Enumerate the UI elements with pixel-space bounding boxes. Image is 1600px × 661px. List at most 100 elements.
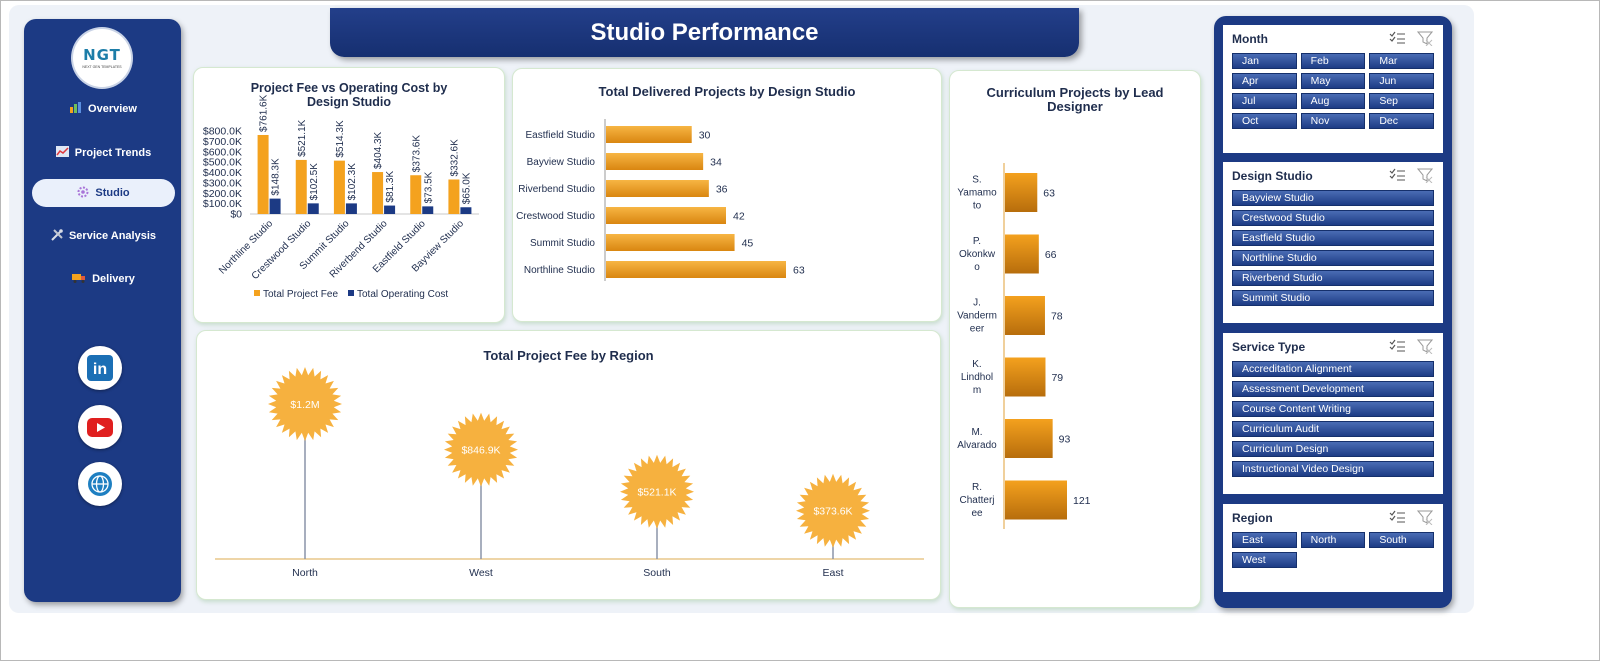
design-studio-option[interactable]: Bayview Studio [1232, 190, 1434, 206]
data-label: 30 [699, 130, 711, 142]
cost-bar [307, 203, 319, 214]
month-slicer: Month Jan Feb Mar Apr May Jun Jul Aug Sep Oct Nov D… [1223, 25, 1443, 153]
fee-data-label: $373.6K [411, 135, 422, 173]
nav-item-label: Overview [88, 103, 137, 115]
fee-bar [410, 175, 422, 214]
nav-item-delivery[interactable]: Delivery [32, 265, 175, 293]
y-tick-label: K. Lindhol m [961, 359, 993, 396]
globe-icon[interactable] [78, 462, 122, 506]
region-fee-card: Total Project Fee by Region $1.2M North $8… [196, 330, 941, 600]
nav-item-label: Delivery [92, 273, 135, 285]
slicer-title: Design Studio [1223, 162, 1443, 190]
y-tick-label: $300.0K [203, 177, 242, 189]
design-studio-slicer: Design Studio Bayview Studio Crestwood St… [1223, 162, 1443, 323]
slicer-title: Service Type [1223, 333, 1443, 361]
cost-bar [422, 206, 434, 214]
fee-data-label: $404.3K [373, 131, 384, 169]
bar [1005, 173, 1038, 212]
clear-filter-icon[interactable] [1416, 31, 1434, 49]
region-option[interactable]: East [1232, 532, 1297, 548]
service-type-option[interactable]: Curriculum Design [1232, 441, 1434, 457]
design-studio-option[interactable]: Crestwood Studio [1232, 210, 1434, 226]
data-label: $521.1K [637, 487, 676, 499]
clear-filter-icon[interactable] [1416, 339, 1434, 357]
month-option[interactable]: Sep [1369, 93, 1434, 109]
multi-select-icon[interactable] [1389, 168, 1405, 186]
cost-data-label: $73.5K [423, 171, 434, 203]
x-tick-label: East [822, 567, 843, 579]
sun-marker [796, 473, 870, 548]
slicer-title-text: Region [1232, 511, 1273, 525]
service-type-option[interactable]: Assessment Development [1232, 381, 1434, 397]
bar [1005, 234, 1039, 274]
data-label: 42 [733, 211, 745, 223]
service-type-option[interactable]: Accreditation Alignment [1232, 361, 1434, 377]
month-option[interactable]: Jan [1232, 53, 1297, 69]
y-tick-label: S. Yamamo to [957, 175, 997, 212]
data-label: 121 [1073, 495, 1091, 507]
month-option[interactable]: May [1300, 73, 1366, 89]
region-option[interactable]: North [1300, 532, 1366, 548]
nav-item-overview[interactable]: Overview [32, 95, 175, 123]
y-tick-label: J. Vanderm eer [957, 298, 997, 335]
nav-item-project-trends[interactable]: Project Trends [32, 139, 175, 167]
design-studio-option[interactable]: Riverbend Studio [1232, 270, 1434, 286]
clear-filter-icon[interactable] [1416, 510, 1434, 528]
data-label: 79 [1051, 372, 1063, 384]
logo-subtext: NEXT GEN TEMPLATES [82, 64, 122, 69]
bar [1005, 296, 1045, 335]
month-option[interactable]: Dec [1369, 113, 1434, 129]
month-option[interactable]: Nov [1300, 113, 1366, 129]
y-tick-label: $0 [230, 209, 242, 221]
nav-item-service-analysis[interactable]: Service Analysis [32, 222, 175, 250]
sun-marker [268, 367, 342, 441]
service-type-option[interactable]: Curriculum Audit [1232, 421, 1434, 437]
legend-cost-swatch [348, 290, 354, 296]
sidebar: NGT NEXT GEN TEMPLATES Overview Project … [24, 19, 181, 602]
multi-select-icon[interactable] [1389, 339, 1405, 357]
month-option[interactable]: Mar [1369, 53, 1434, 69]
month-option[interactable]: Oct [1232, 113, 1297, 129]
bar [606, 153, 704, 170]
data-label: 93 [1059, 434, 1071, 446]
y-tick-label: $600.0K [203, 146, 242, 158]
y-tick-label: Eastfield Studio [526, 130, 596, 141]
service-type-option[interactable]: Instructional Video Design [1232, 461, 1434, 477]
region-slicer: Region East North South West [1223, 504, 1443, 592]
y-tick-label: $200.0K [203, 188, 242, 200]
y-tick-label: Riverbend Studio [518, 184, 595, 195]
y-tick-label: Crestwood Studio [516, 211, 595, 222]
design-studio-option[interactable]: Summit Studio [1232, 290, 1434, 306]
sun-marker [620, 454, 694, 529]
nav-item-studio[interactable]: Studio [32, 179, 175, 207]
data-label: 63 [1043, 188, 1055, 200]
legend-fee-swatch [254, 290, 260, 296]
cost-data-label: $81.3K [385, 171, 396, 203]
bar [606, 180, 709, 197]
design-studio-option[interactable]: Eastfield Studio [1232, 230, 1434, 246]
fee-vs-cost-chart: $0$100.0K$200.0K$300.0K$400.0K$500.0K$60… [203, 94, 479, 300]
month-option[interactable]: Jul [1232, 93, 1297, 109]
month-option[interactable]: Feb [1300, 53, 1366, 69]
region-options: East North South West [1223, 532, 1443, 568]
clear-filter-icon[interactable] [1416, 168, 1434, 186]
logo: NGT NEXT GEN TEMPLATES [73, 29, 131, 87]
design-studio-option[interactable]: Northline Studio [1232, 250, 1434, 266]
month-option[interactable]: Jun [1369, 73, 1434, 89]
bar-chart-icon [70, 102, 82, 116]
region-option[interactable]: West [1232, 552, 1297, 568]
fee-bar [257, 134, 269, 214]
region-option[interactable]: South [1369, 532, 1434, 548]
service-type-option[interactable]: Course Content Writing [1232, 401, 1434, 417]
lead-designer-chart: S. Yamamo to 63 P. Okonkw o 66 J. Vanderm eer 78 K. L… [957, 163, 1091, 529]
multi-select-icon[interactable] [1389, 510, 1405, 528]
y-tick-label: R. Chatterj ee [959, 482, 994, 519]
linkedin-icon[interactable]: in [78, 346, 122, 390]
chart-title: Curriculum Projects by Lead Designer [986, 85, 1164, 114]
multi-select-icon[interactable] [1389, 31, 1405, 49]
month-option[interactable]: Apr [1232, 73, 1297, 89]
data-label: 66 [1045, 249, 1057, 261]
month-option[interactable]: Aug [1300, 93, 1366, 109]
lead-designer-card: Curriculum Projects by Lead Designer S. Y… [949, 70, 1201, 608]
youtube-icon[interactable] [78, 405, 122, 449]
